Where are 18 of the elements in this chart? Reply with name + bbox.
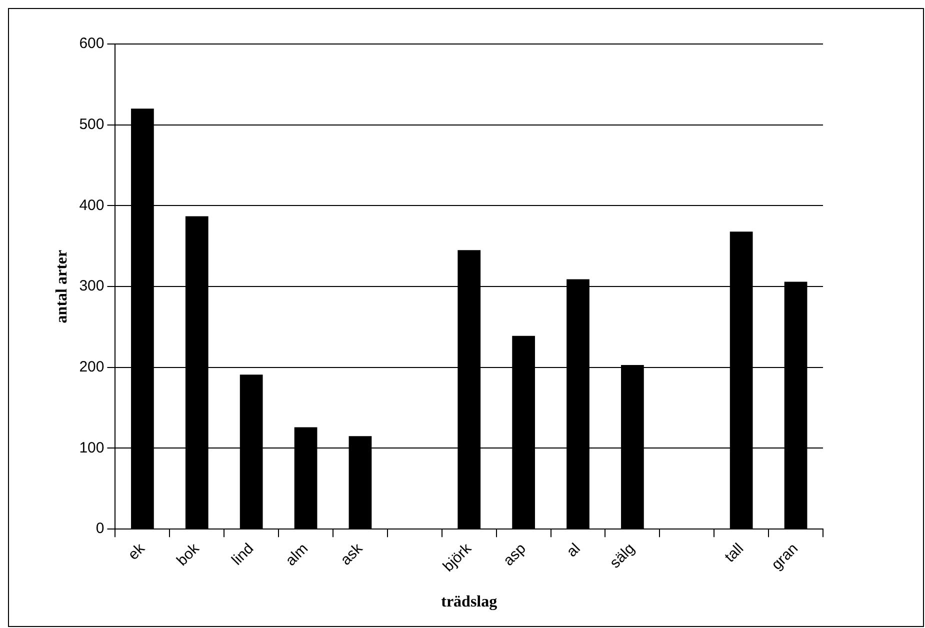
x-tick-label: ask	[337, 540, 366, 569]
y-tick-label: 300	[79, 278, 104, 295]
x-axis-title: trädslag	[441, 594, 498, 611]
x-tick-label: al	[563, 540, 584, 560]
x-tick-label: lind	[228, 540, 258, 569]
x-tick-label: alm	[282, 540, 312, 570]
x-tick-label: asp	[500, 540, 530, 570]
y-tick-label: 200	[79, 358, 104, 376]
y-tick-label: 400	[79, 196, 104, 214]
x-tick-label: tall	[722, 540, 748, 566]
y-axis-title: antal arter	[54, 250, 71, 324]
y-tick-label: 100	[79, 439, 104, 456]
y-tick-label: 0	[96, 520, 104, 538]
x-tick-label: sälg	[606, 540, 638, 572]
x-tick-label: ek	[124, 540, 149, 564]
x-tick-label: bok	[174, 540, 203, 570]
y-tick-label: 500	[79, 116, 104, 133]
y-tick-label: 600	[79, 35, 104, 52]
